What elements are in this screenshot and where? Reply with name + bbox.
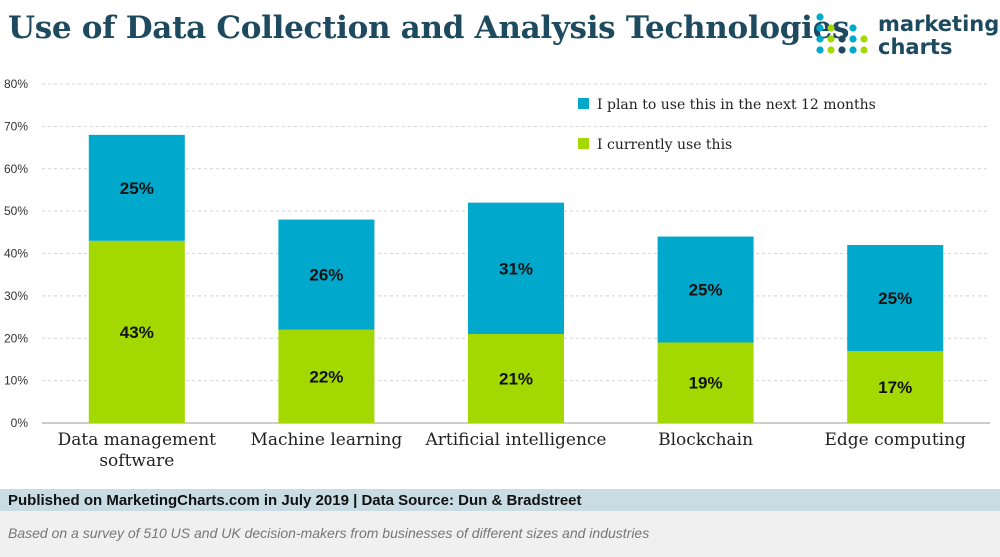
data-label: 17% — [878, 378, 912, 397]
logo-dot — [849, 46, 857, 54]
footer-band — [0, 489, 1000, 511]
chart-title: Use of Data Collection and Analysis Tech… — [8, 10, 850, 46]
data-label: 26% — [309, 266, 343, 285]
x-category-label: Edge computing — [824, 430, 966, 450]
legend-label: I currently use this — [597, 137, 732, 153]
legend-swatch — [578, 98, 589, 109]
y-tick-label: 20% — [4, 331, 28, 345]
footer-source: Published on MarketingCharts.com in July… — [8, 492, 582, 509]
footer-note: Based on a survey of 510 US and UK decis… — [8, 525, 650, 541]
logo-dot — [849, 24, 857, 32]
data-label: 43% — [120, 323, 154, 342]
logo-dot — [860, 35, 868, 43]
logo-dot — [838, 46, 846, 54]
bar-segment — [657, 236, 754, 343]
marketing-charts-logo-icon — [816, 13, 868, 54]
legend-swatch — [578, 138, 589, 149]
y-tick-label: 0% — [11, 416, 29, 430]
data-label: 19% — [689, 374, 723, 393]
bar-segment — [88, 240, 185, 423]
logo-dot — [838, 35, 846, 43]
x-category-label: Machine learning — [250, 430, 402, 450]
data-label: 25% — [878, 289, 912, 308]
x-category-label: Artificial intelligence — [424, 430, 606, 450]
footer-note-band — [0, 511, 1000, 557]
bar-segment — [468, 334, 564, 423]
logo-dot — [827, 24, 835, 32]
bar-segment — [468, 202, 564, 335]
data-label: 31% — [499, 259, 533, 278]
y-tick-label: 80% — [4, 77, 28, 91]
data-label: 25% — [689, 281, 723, 300]
data-label: 25% — [120, 179, 154, 198]
logo-dot — [816, 46, 824, 54]
logo-text-line1: marketing — [878, 12, 1000, 36]
logo-dot — [827, 46, 835, 54]
bar-segment — [88, 134, 185, 241]
y-tick-label: 10% — [4, 374, 28, 388]
bar-segment — [657, 342, 754, 423]
logo-dot — [827, 35, 835, 43]
y-tick-label: 40% — [4, 247, 28, 261]
bar-segment — [847, 245, 944, 351]
logo-dot — [860, 46, 868, 54]
legend-label: I plan to use this in the next 12 months — [597, 97, 876, 113]
data-label: 22% — [309, 367, 343, 386]
y-tick-label: 60% — [4, 162, 28, 176]
x-category-label: Data management — [58, 430, 217, 450]
logo-dot — [816, 13, 824, 21]
logo-dot — [849, 35, 857, 43]
x-category-label: software — [99, 451, 174, 471]
bar-segment — [847, 350, 944, 423]
x-category-label: Blockchain — [658, 430, 753, 450]
y-tick-label: 30% — [4, 289, 28, 303]
stacked-bar-chart: 0% 10% 20% 30% 40% 50% 60% 70% 80% 43% 25% Data man… — [4, 77, 990, 471]
y-tick-label: 70% — [4, 119, 28, 133]
bar-segment — [278, 329, 375, 423]
logo-dot — [816, 35, 824, 43]
data-label: 21% — [499, 370, 533, 389]
bar-segment — [278, 219, 375, 330]
logo-text-line2: charts — [878, 35, 953, 59]
logo-dot — [816, 24, 824, 32]
y-tick-label: 50% — [4, 204, 28, 218]
